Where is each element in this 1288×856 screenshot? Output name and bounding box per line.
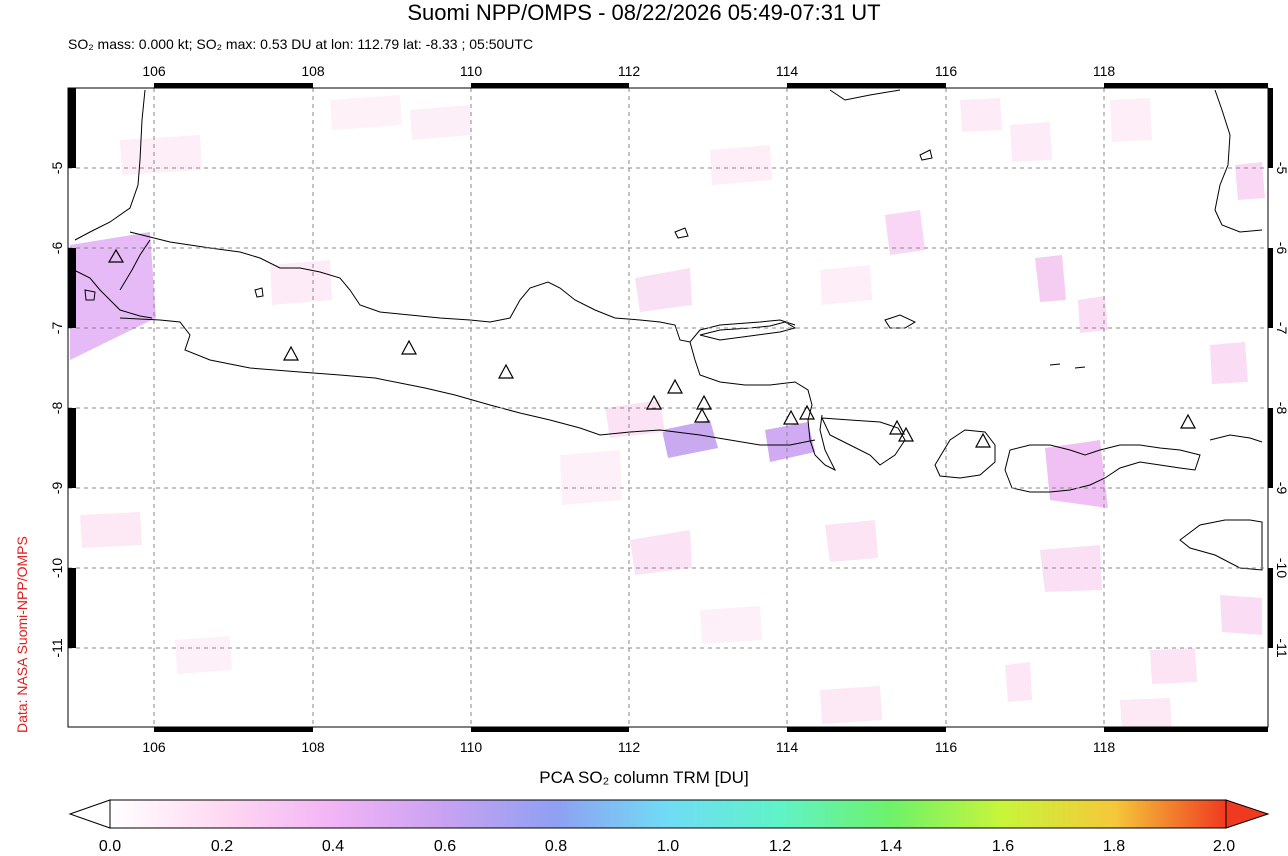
triangle-icon bbox=[107, 248, 125, 263]
lon-label: 108 bbox=[301, 63, 325, 79]
lat-label: -7 bbox=[1274, 322, 1288, 335]
colorbar-tick: 0.6 bbox=[433, 838, 457, 855]
triangle-icon bbox=[782, 409, 800, 425]
coastlines bbox=[69, 89, 1263, 571]
lat-label: -9 bbox=[1274, 482, 1288, 495]
lon-label: 118 bbox=[1093, 63, 1116, 79]
lon-label: 112 bbox=[618, 739, 641, 755]
lon-label: 114 bbox=[776, 739, 799, 755]
triangle-icon bbox=[695, 394, 713, 410]
triangle-icon bbox=[1179, 413, 1197, 429]
lon-labels-bottom: 106 108 110 112 114 116 118 bbox=[142, 739, 1115, 755]
colorbar bbox=[68, 799, 1270, 829]
colorbar-tick: 0.0 bbox=[98, 838, 122, 855]
triangle-icon bbox=[798, 404, 816, 420]
lon-label: 110 bbox=[460, 63, 483, 79]
triangle-icon bbox=[693, 407, 711, 423]
lon-label: 106 bbox=[142, 739, 166, 755]
colorbar-tick: 1.8 bbox=[1102, 838, 1126, 855]
lat-label: -10 bbox=[49, 558, 65, 578]
lat-labels-left: -5 -6 -7 -8 -9 -10 -11 bbox=[49, 162, 65, 658]
colorbar-max-arrow bbox=[1225, 799, 1270, 829]
lat-label: -9 bbox=[49, 482, 65, 495]
colorbar-tick: 0.8 bbox=[544, 838, 568, 855]
lon-label: 112 bbox=[618, 63, 641, 79]
lon-label: 118 bbox=[1093, 739, 1116, 755]
map-frame bbox=[67, 87, 1269, 728]
colorbar-tick: 0.2 bbox=[210, 838, 234, 855]
lon-label: 110 bbox=[460, 739, 483, 755]
triangle-icon bbox=[666, 378, 684, 394]
colorbar-tick: 0.4 bbox=[321, 838, 345, 855]
triangle-icon bbox=[974, 432, 992, 448]
lat-label: -11 bbox=[1274, 638, 1288, 657]
lat-label: -6 bbox=[1274, 242, 1288, 255]
lat-label: -7 bbox=[49, 322, 65, 335]
lon-label: 108 bbox=[301, 739, 325, 755]
lat-label: -5 bbox=[49, 162, 65, 175]
triangle-icon bbox=[897, 426, 915, 442]
lat-label: -10 bbox=[1274, 558, 1288, 578]
so2-pixels bbox=[70, 95, 1265, 732]
so2-summary: SO₂ mass: 0.000 kt; SO₂ max: 0.53 DU at … bbox=[68, 36, 534, 52]
volcano-markers bbox=[107, 248, 1197, 448]
lon-labels-top: 106 108 110 112 114 116 118 bbox=[142, 63, 1115, 79]
map-border-bars bbox=[68, 83, 1273, 732]
lat-label: -8 bbox=[1274, 402, 1288, 415]
triangle-icon bbox=[645, 394, 663, 410]
lon-label: 114 bbox=[776, 63, 799, 79]
colorbar-tick: 1.4 bbox=[879, 838, 903, 855]
lat-label: -6 bbox=[49, 242, 65, 255]
triangle-icon bbox=[497, 363, 515, 379]
graticule bbox=[68, 88, 1268, 727]
colorbar-gradient bbox=[109, 799, 1227, 829]
lon-label: 116 bbox=[935, 739, 958, 755]
colorbar-tick: 1.6 bbox=[991, 838, 1015, 855]
colorbar-tick: 1.0 bbox=[656, 838, 680, 855]
lon-label: 106 bbox=[142, 63, 166, 79]
lat-label: -8 bbox=[49, 402, 65, 415]
colorbar-tick: 1.2 bbox=[768, 838, 792, 855]
lat-label: -5 bbox=[1274, 162, 1288, 175]
triangle-icon bbox=[400, 339, 418, 355]
lon-label: 116 bbox=[935, 63, 958, 79]
triangle-icon bbox=[282, 345, 300, 361]
page-title: Suomi NPP/OMPS - 08/22/2026 05:49-07:31 … bbox=[407, 0, 881, 25]
triangle-icon bbox=[888, 419, 906, 435]
colorbar-min-arrow bbox=[68, 799, 111, 829]
lat-labels-right: -5 -6 -7 -8 -9 -10 -11 bbox=[1274, 162, 1288, 658]
colorbar-tick: 2.0 bbox=[1212, 838, 1236, 855]
colorbar-label: PCA SO₂ column TRM [DU] bbox=[539, 768, 749, 787]
lat-label: -11 bbox=[49, 638, 65, 657]
